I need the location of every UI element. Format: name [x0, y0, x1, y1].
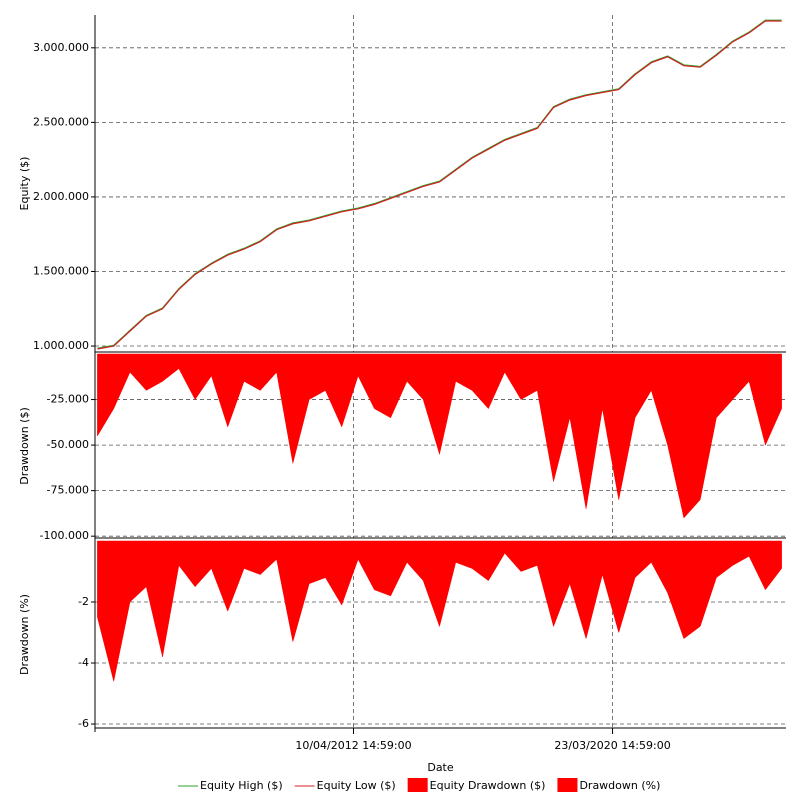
y-tick-label: -100.000 [40, 529, 89, 542]
y-tick-label: 2.000.000 [33, 190, 89, 203]
y-tick-label: -75.000 [47, 484, 89, 497]
drawdown-area [97, 540, 782, 682]
y-axis-title: Drawdown (%) [18, 594, 31, 675]
legend-swatch [407, 778, 428, 792]
y-tick-label: 3.000.000 [33, 41, 89, 54]
legend-label: Equity High ($) [200, 779, 283, 792]
y-tick-label: -6 [78, 717, 89, 730]
y-tick-label: -25.000 [47, 393, 89, 406]
equity-line [97, 20, 782, 350]
y-tick-label: 2.500.000 [33, 115, 89, 128]
drawdown-area [97, 353, 782, 519]
y-tick-label: 1.500.000 [33, 264, 89, 277]
legend-label: Drawdown (%) [579, 779, 660, 792]
x-tick-label: 10/04/2012 14:59:00 [295, 739, 411, 752]
x-axis-title: Date [427, 761, 454, 774]
y-axis-title: Drawdown ($) [18, 407, 31, 485]
legend-label: Equity Low ($) [317, 779, 396, 792]
equity-line [97, 19, 782, 349]
y-tick-label: -50.000 [47, 438, 89, 451]
y-tick-label: 1.000.000 [33, 339, 89, 352]
y-axis-title: Equity ($) [18, 157, 31, 211]
x-tick-label: 23/03/2020 14:59:00 [554, 739, 670, 752]
y-tick-label: -4 [78, 656, 89, 669]
legend-label: Equity Drawdown ($) [430, 779, 546, 792]
y-tick-label: -2 [78, 595, 89, 608]
legend-swatch [557, 778, 578, 792]
